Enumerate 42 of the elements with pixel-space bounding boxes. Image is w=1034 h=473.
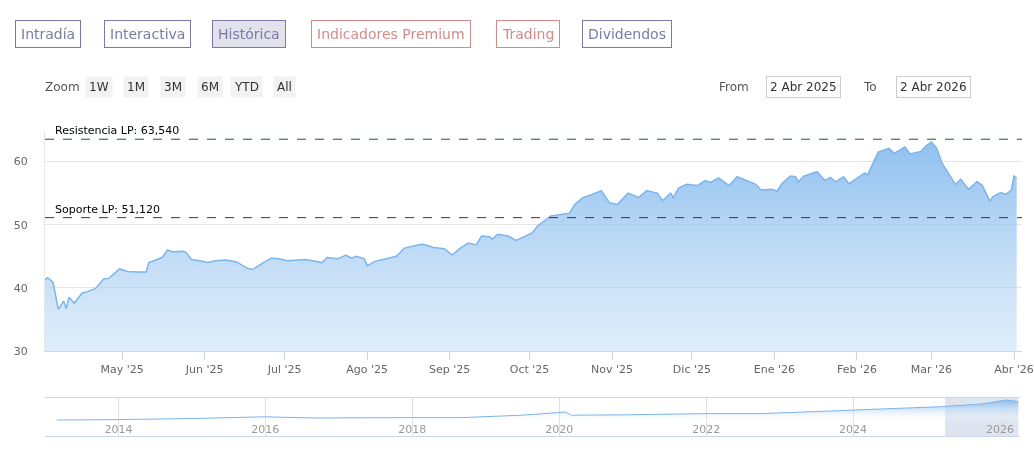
y-tick-label: 50 <box>13 218 28 232</box>
y-tick-label: 30 <box>13 344 28 358</box>
x-tick-label: 2026 <box>986 423 1015 436</box>
x-tick-label: Ago '25 <box>346 363 388 377</box>
x-tick-label: 2018 <box>398 423 427 436</box>
text: Interactiva <box>110 26 186 42</box>
x-tick-label: Nov '25 <box>591 363 634 377</box>
text: To <box>863 80 877 94</box>
text: 6M <box>201 80 219 94</box>
text: Zoom <box>45 80 80 94</box>
text: YTD <box>234 80 259 94</box>
text: From <box>719 80 749 94</box>
text: Dividendos <box>588 26 666 42</box>
ref-line-label: Resistencia LP: 63,540 <box>55 124 180 137</box>
text: 1W <box>89 80 109 94</box>
text: 1M <box>127 80 145 94</box>
x-tick-label: Mar '26 <box>910 363 953 377</box>
text: 2 Abr 2025 <box>770 80 837 94</box>
y-tick-label: 40 <box>13 281 28 295</box>
text: 2 Abr 2026 <box>900 80 967 94</box>
x-tick-label: Dic '25 <box>672 363 711 377</box>
x-tick-label: Jul '25 <box>266 363 302 377</box>
ref-line-label: Soporte LP: 51,120 <box>55 203 160 216</box>
x-tick-label: Feb '26 <box>836 363 877 377</box>
text: Intradía <box>21 26 76 42</box>
text: 3M <box>164 80 182 94</box>
x-tick-label: 2024 <box>839 423 868 436</box>
text: All <box>277 80 292 94</box>
x-tick-label: Abr '26 <box>994 363 1034 377</box>
text: Trading <box>502 26 555 42</box>
x-tick-label: Jun '25 <box>184 363 224 377</box>
x-tick-label: Sep '25 <box>429 363 471 377</box>
y-tick-label: 60 <box>13 155 28 169</box>
x-tick-label: 2020 <box>545 423 574 436</box>
text: Indicadores Premium <box>317 26 465 42</box>
x-tick-label: 2014 <box>104 423 133 436</box>
x-tick-label: Oct '25 <box>509 363 550 377</box>
x-tick-label: Ene '26 <box>753 363 796 377</box>
x-tick-label: 2016 <box>251 423 280 436</box>
x-tick-label: May '25 <box>100 363 144 377</box>
text: Histórica <box>218 26 280 42</box>
x-tick-label: 2022 <box>692 423 721 436</box>
